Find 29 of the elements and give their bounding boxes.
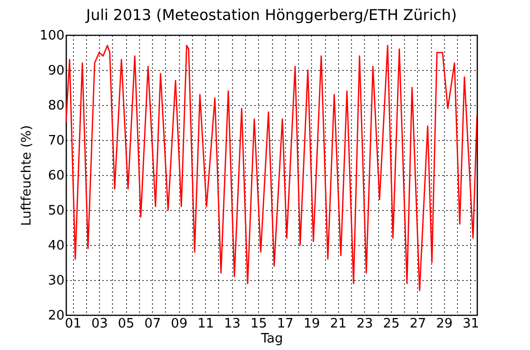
- y-tick-label: 50: [48, 204, 64, 218]
- x-tick-label: 09: [170, 316, 188, 332]
- x-tick-label: 25: [383, 316, 400, 332]
- chart-title: Juli 2013 (Meteostation Hönggerberg/ETH Zürich): [85, 6, 457, 24]
- x-tick-label: 27: [410, 316, 426, 332]
- x-tick-label: 13: [224, 316, 240, 332]
- x-tick-label: 11: [197, 316, 214, 332]
- x-tick-label: 31: [462, 316, 480, 332]
- y-tick-label: 80: [48, 98, 64, 114]
- y-tick-label: 20: [48, 308, 64, 324]
- x-tick-label: 05: [118, 316, 134, 332]
- x-axis-title: Tag: [260, 332, 284, 346]
- y-tick-label: 70: [48, 134, 64, 148]
- line-series: [66, 44, 477, 292]
- x-tick-label: 07: [144, 316, 161, 332]
- y-tick-label: 100: [40, 28, 64, 44]
- x-tick-label: 15: [250, 316, 268, 332]
- x-tick-label: 03: [91, 316, 108, 332]
- x-tick-label: 23: [356, 316, 374, 332]
- x-tick-label: 19: [304, 316, 320, 332]
- y-tick-label: 90: [48, 64, 64, 78]
- y-tick-label: 60: [48, 168, 64, 184]
- x-tick-label: 29: [436, 316, 453, 332]
- y-axis-title: Luftfeuchte (%): [20, 125, 35, 226]
- x-tick-label: 21: [330, 316, 347, 332]
- y-tick-label: 40: [48, 238, 64, 254]
- x-tick-label: 01: [64, 316, 82, 332]
- x-tick-label: 17: [276, 316, 294, 332]
- y-tick-label: 30: [48, 274, 64, 288]
